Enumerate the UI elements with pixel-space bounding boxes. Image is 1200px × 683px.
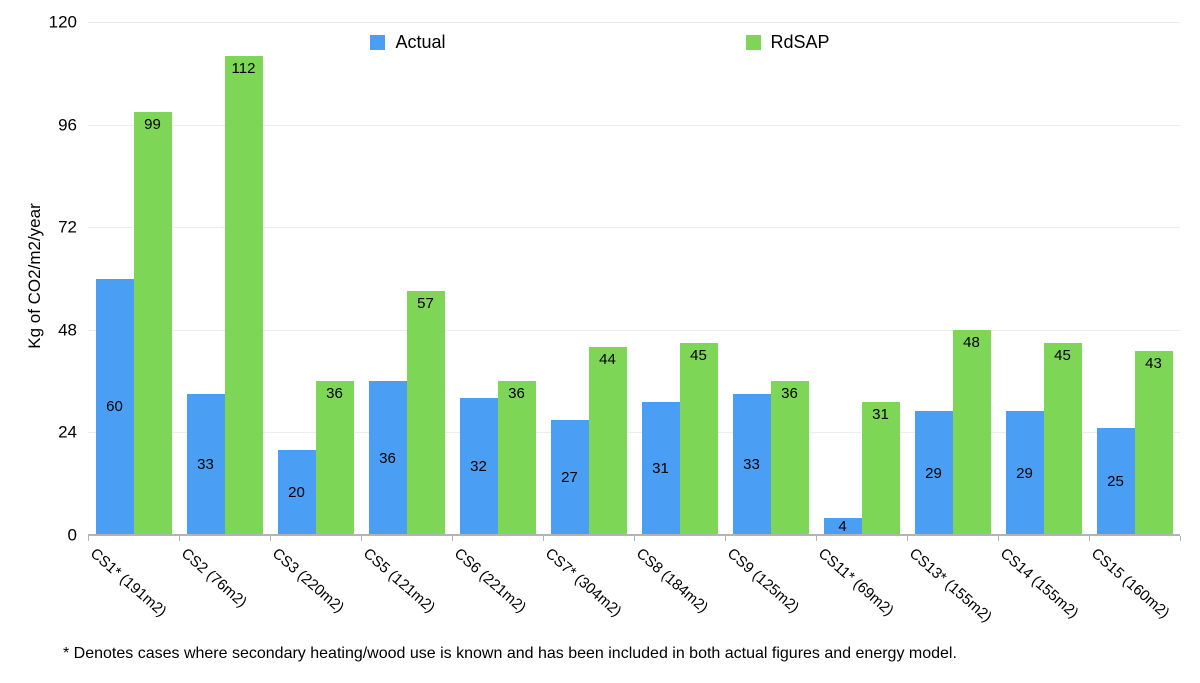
bar-value-label: 44 [599,350,616,368]
x-axis-label-7: CS8 (184m2) [632,545,711,617]
x-axis-tick [543,536,544,541]
y-tick-label-48: 48 [58,320,77,340]
bar-value-label: 60 [106,398,123,416]
bar-value-label: 27 [561,468,578,486]
legend-swatch-rdsap-icon [745,35,761,50]
bar-actual-7: 31 [641,402,680,535]
bar-value-label: 33 [743,455,760,473]
x-axis-label-9: CS11* (69m2) [814,545,897,620]
bar-value-label: 29 [1016,464,1033,482]
bar-value-label: 33 [197,455,214,473]
x-axis-label-3: CS3 (220m2) [268,545,347,617]
x-axis-tick [725,536,726,541]
bar-value-label: 45 [1054,346,1071,364]
bar-value-label: 32 [470,458,487,476]
bar-actual-6: 27 [550,419,589,535]
gridline-y24 [88,432,1180,434]
gridline-y120 [88,22,1180,23]
gridline-y72 [88,227,1180,229]
x-axis-label-10: CS13* (155m2) [905,545,995,626]
bar-value-label: 99 [144,115,161,133]
x-axis-label-4: CS5 (121m2) [359,545,438,617]
bar-rdsap-3: 36 [315,381,354,535]
y-tick-label-0: 0 [67,525,77,545]
bar-value-label: 57 [417,295,434,313]
bar-actual-2: 33 [186,393,225,535]
x-axis-tick [270,536,271,541]
x-axis-tick [179,536,180,541]
x-axis-label-1: CS1* (191m2) [86,545,170,621]
x-axis-tick [1180,536,1181,541]
x-axis-tick [452,536,453,541]
gridline-y96 [88,124,1180,126]
x-axis-line [88,534,1180,536]
bar-value-label: 36 [379,449,396,467]
bar-value-label: 48 [963,333,980,351]
footnote: * Denotes cases where secondary heating/… [63,645,957,662]
bar-rdsap-7: 45 [679,342,718,535]
bar-rdsap-1: 99 [133,111,172,535]
bar-rdsap-8: 36 [770,381,809,535]
y-tick-label-24: 24 [58,422,77,442]
legend: Actual RdSAP [0,32,1200,53]
x-axis-tick [816,536,817,541]
bar-rdsap-4: 57 [406,291,445,535]
bar-value-label: 43 [1145,355,1162,373]
bar-rdsap-12: 43 [1134,351,1173,535]
bar-value-label: 29 [925,464,942,482]
bar-rdsap-9: 31 [861,402,900,535]
bar-value-label: 36 [326,385,343,403]
x-axis-tick [361,536,362,541]
bar-actual-5: 32 [459,398,498,535]
bar-rdsap-11: 45 [1043,342,1082,535]
bar-actual-1: 60 [95,278,134,535]
bar-actual-8: 33 [732,393,771,535]
legend-swatch-actual-icon [370,35,386,50]
bar-value-label: 36 [508,385,525,403]
legend-label-rdsap: RdSAP [770,32,830,52]
x-axis-label-6: CS7* (304m2) [541,545,625,621]
x-axis-tick [634,536,635,541]
bar-rdsap-2: 112 [224,56,263,535]
bar-rdsap-6: 44 [588,346,627,535]
legend-item-actual: Actual [370,32,446,53]
bar-value-label: 25 [1107,473,1124,491]
bar-value-label: 31 [652,460,669,478]
y-tick-label-96: 96 [58,115,77,135]
y-tick-label-72: 72 [58,217,77,237]
legend-item-rdsap: RdSAP [745,32,830,53]
y-tick-label-120: 120 [48,12,77,32]
x-axis-label-12: CS15 (160m2) [1087,545,1173,622]
x-axis-label-2: CS2 (76m2) [177,545,250,611]
bar-actual-4: 36 [368,381,407,535]
x-axis-tick [998,536,999,541]
bar-value-label: 31 [872,406,889,424]
bar-rdsap-5: 36 [497,381,536,535]
bar-value-label: 20 [288,483,305,501]
x-axis-label-11: CS14 (155m2) [996,545,1082,622]
x-axis-tick [907,536,908,541]
bar-rdsap-10: 48 [952,329,991,535]
bar-actual-9: 4 [823,517,862,535]
bar-actual-3: 20 [277,449,316,535]
bar-actual-11: 29 [1005,411,1044,535]
x-axis-label-8: CS9 (125m2) [723,545,802,617]
bar-actual-12: 25 [1096,428,1135,535]
x-axis-tick [1089,536,1090,541]
bar-value-label: 4 [838,517,847,535]
bar-value-label: 112 [231,60,256,78]
bar-value-label: 36 [781,385,798,403]
bar-actual-10: 29 [914,411,953,535]
bar-value-label: 45 [690,346,707,364]
gridline-y48 [88,329,1180,331]
x-axis-label-5: CS6 (221m2) [450,545,529,617]
legend-label-actual: Actual [395,32,446,52]
x-axis-tick [88,536,89,541]
